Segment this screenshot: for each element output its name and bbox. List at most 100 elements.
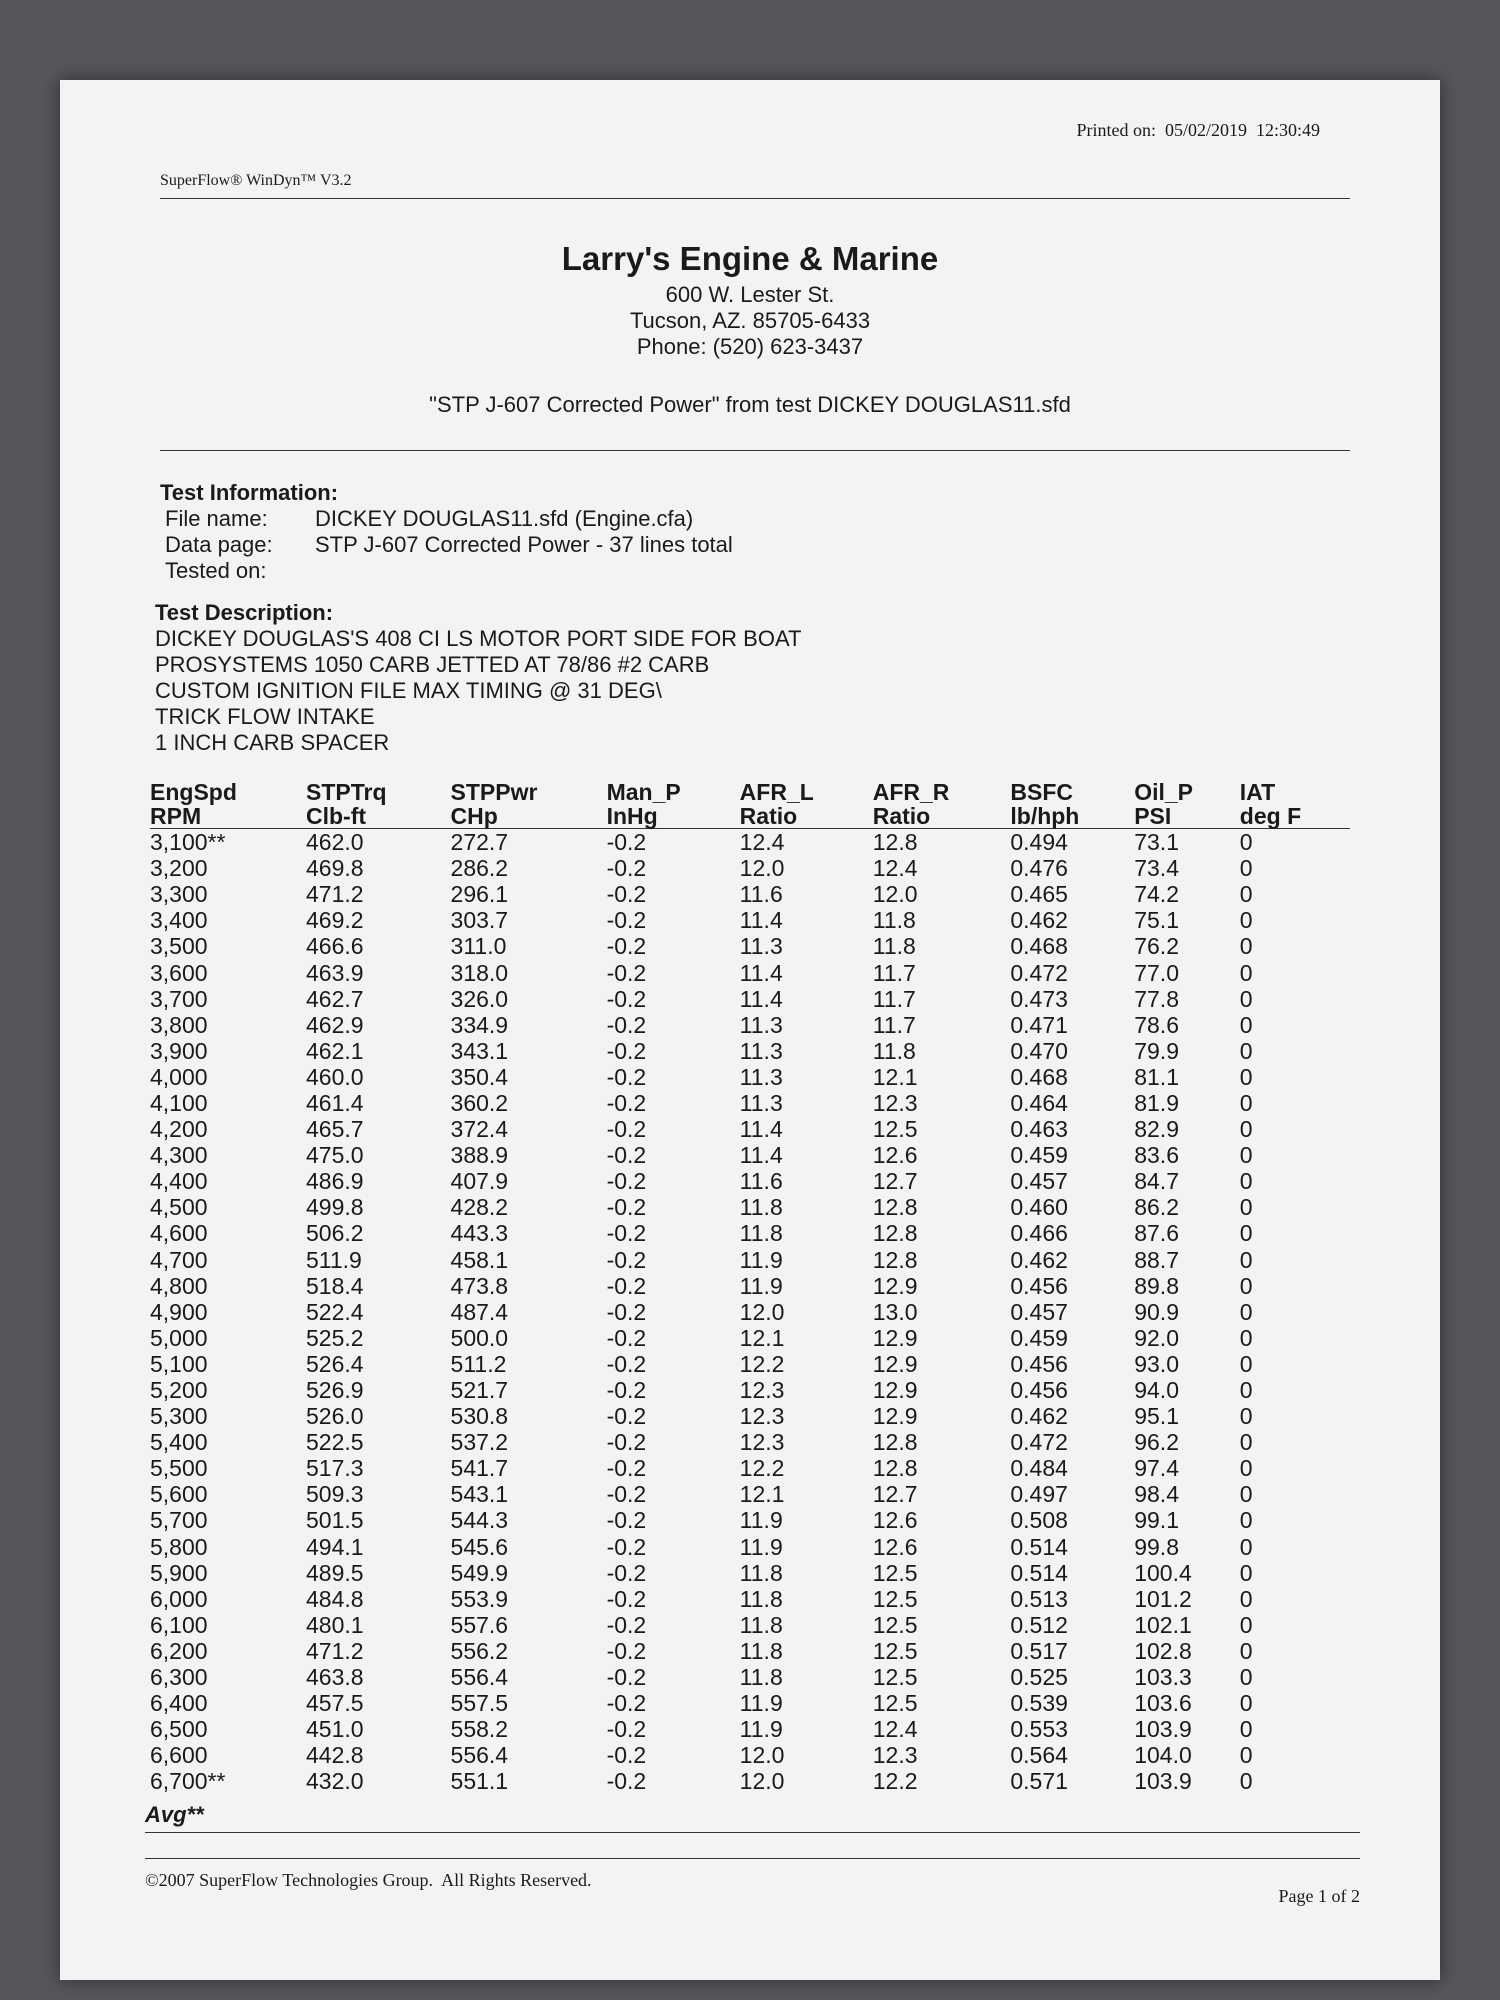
cell: -0.2 — [606, 1142, 647, 1169]
cell: 0 — [1239, 1533, 1253, 1560]
cell: 83.6 — [1134, 1142, 1179, 1169]
cell: 73.4 — [1134, 855, 1179, 882]
cell: 11.9 — [739, 1507, 783, 1534]
data-row: 4,100 461.4 360.2 -0.2 11.3 12.3 0.464 81.9 0 — [150, 1090, 1350, 1116]
cell: 5,700 — [150, 1507, 208, 1534]
cell: 0 — [1239, 1194, 1253, 1221]
cell: 12.0 — [739, 1742, 785, 1769]
description-line: 1 INCH CARB SPACER — [155, 730, 390, 755]
cell: 0.457 — [1010, 1298, 1068, 1325]
cell: 517.3 — [305, 1455, 364, 1482]
cell: 432.0 — [305, 1768, 364, 1795]
column-unit: Ratio — [739, 803, 798, 829]
cell: 303.7 — [450, 907, 509, 934]
cell: 469.2 — [305, 907, 364, 934]
cell: 104.0 — [1134, 1742, 1192, 1769]
cell: 0.463 — [1010, 1116, 1068, 1143]
cell: -0.2 — [606, 1559, 647, 1586]
city: Tucson, AZ. 85705-6433 — [629, 308, 871, 333]
column-unit: InHg — [606, 803, 658, 829]
heading: Test Description: — [155, 600, 334, 625]
cell: 0 — [1239, 1768, 1253, 1795]
cell: -0.2 — [606, 1585, 647, 1612]
cell: 95.1 — [1134, 1403, 1179, 1430]
cell: 0.564 — [1010, 1742, 1068, 1769]
cell: 12.8 — [872, 829, 918, 856]
cell: 518.4 — [305, 1272, 364, 1299]
cell: 443.3 — [450, 1220, 509, 1247]
cell: 509.3 — [305, 1481, 364, 1508]
cell: 521.7 — [450, 1377, 509, 1404]
cell: 553.9 — [450, 1585, 509, 1612]
column-header: IAT deg F — [1240, 780, 1350, 829]
cell: 12.1 — [739, 1481, 785, 1508]
cell: -0.2 — [606, 985, 647, 1012]
cell: 318.0 — [450, 959, 509, 986]
cell: 12.3 — [739, 1377, 785, 1404]
cell: 6,600 — [150, 1742, 208, 1769]
cell: 0 — [1239, 1664, 1253, 1691]
cell: 4,300 — [150, 1142, 208, 1169]
cell: 12.3 — [872, 1089, 918, 1116]
cell: 0 — [1239, 1637, 1253, 1664]
data-row: 6,600 442.8 556.4 -0.2 12.0 12.3 0.564 104.0 0 — [150, 1742, 1350, 1768]
report-title: "STP J-607 Corrected Power" from test DI… — [429, 392, 1071, 417]
data-row: 5,600 509.3 543.1 -0.2 12.1 12.7 0.497 98.4 0 — [150, 1481, 1350, 1507]
cell: 0.513 — [1010, 1585, 1068, 1612]
cell: 0.457 — [1010, 1168, 1068, 1195]
column-unit: deg F — [1239, 803, 1302, 829]
cell: 11.3 — [739, 933, 783, 960]
cell: 556.2 — [450, 1637, 509, 1664]
cell: 5,300 — [150, 1403, 208, 1430]
cell: 12.3 — [872, 1742, 918, 1769]
cell: 11.8 — [739, 1585, 783, 1612]
cell: 97.4 — [1134, 1455, 1179, 1482]
cell: 0.470 — [1010, 1037, 1068, 1064]
phone: Phone: (520) 623-3437 — [636, 334, 864, 359]
data-row: 3,700 462.7 326.0 -0.2 11.4 11.7 0.473 77.8 0 — [150, 986, 1350, 1012]
field-value: DICKEY DOUGLAS11.sfd (Engine.cfa) — [315, 506, 694, 531]
data-row: 6,400 457.5 557.5 -0.2 11.9 12.5 0.539 103.6 0 — [150, 1690, 1350, 1716]
cell: 11.6 — [739, 881, 783, 908]
cell: 5,100 — [150, 1350, 208, 1377]
cell: 460.0 — [305, 1063, 364, 1090]
cell: -0.2 — [606, 1611, 647, 1638]
cell: 98.4 — [1134, 1481, 1179, 1508]
cell: 4,500 — [150, 1194, 208, 1221]
cell: 0 — [1239, 1272, 1253, 1299]
cell: 0 — [1239, 1585, 1253, 1612]
cell: -0.2 — [606, 1455, 647, 1482]
cell: 74.2 — [1134, 881, 1179, 908]
cell: 0 — [1239, 1142, 1253, 1169]
header-row: EngSpd RPM STPTrq Clb-ft STPPwr CHp Man_P InHg A… — [150, 780, 1350, 829]
heading: Test Information: — [160, 480, 339, 505]
cell: 501.5 — [305, 1507, 364, 1534]
column-header: STPPwr CHp — [451, 780, 607, 829]
cell: 360.2 — [450, 1089, 509, 1116]
cell: 0.472 — [1010, 1429, 1068, 1456]
cell: 0.473 — [1010, 985, 1068, 1012]
address: 600 W. Lester St. — [665, 282, 835, 307]
cell: -0.2 — [606, 1742, 647, 1769]
cell: 457.5 — [305, 1690, 364, 1717]
cell: 12.0 — [739, 855, 785, 882]
data-row: 5,000 525.2 500.0 -0.2 12.1 12.9 0.459 92.0 0 — [150, 1325, 1350, 1351]
cell: 11.4 — [739, 907, 783, 934]
cell: 0.472 — [1010, 959, 1068, 986]
cell: 77.0 — [1134, 959, 1179, 986]
cell: 6,300 — [150, 1664, 208, 1691]
cell: 0 — [1239, 1298, 1253, 1325]
cell: 0 — [1239, 959, 1253, 986]
cell: 462.1 — [305, 1037, 364, 1064]
cell: -0.2 — [606, 1168, 647, 1195]
data-row: 4,700 511.9 458.1 -0.2 11.9 12.8 0.462 88.7 0 — [150, 1247, 1350, 1273]
cell: 350.4 — [450, 1063, 509, 1090]
cell: 12.8 — [872, 1246, 918, 1273]
column-unit: PSI — [1134, 803, 1172, 829]
cell: -0.2 — [606, 1403, 647, 1430]
cell: 11.8 — [739, 1664, 783, 1691]
cell: 556.4 — [450, 1664, 509, 1691]
column-unit: lb/hph — [1010, 803, 1080, 829]
cell: 442.8 — [305, 1742, 364, 1769]
cell: 12.4 — [872, 1716, 918, 1743]
